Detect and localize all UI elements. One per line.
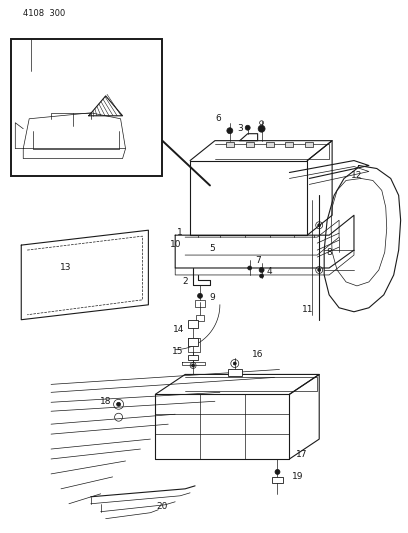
Text: 13: 13	[60, 263, 72, 272]
Circle shape	[233, 362, 236, 365]
Circle shape	[259, 274, 264, 278]
Bar	[195, 300, 205, 307]
Bar	[266, 142, 273, 147]
Text: 4108  300: 4108 300	[23, 9, 66, 18]
Text: 3: 3	[237, 124, 243, 133]
Text: 18: 18	[100, 397, 111, 406]
Text: 3: 3	[71, 99, 77, 108]
Circle shape	[227, 128, 233, 134]
Text: 10: 10	[171, 240, 182, 248]
Text: 7: 7	[255, 255, 260, 264]
Text: 6: 6	[36, 124, 42, 133]
Text: 15: 15	[173, 347, 184, 356]
Text: 12: 12	[351, 171, 363, 180]
Text: 14: 14	[173, 325, 184, 334]
Text: 2: 2	[182, 277, 188, 286]
Text: 16: 16	[252, 350, 264, 359]
Circle shape	[71, 118, 75, 123]
Text: 1: 1	[177, 228, 183, 237]
Text: 20: 20	[157, 502, 168, 511]
Text: 8: 8	[326, 247, 332, 256]
Bar	[228, 369, 242, 376]
Bar	[196, 315, 204, 321]
Bar	[226, 142, 234, 147]
Bar	[188, 337, 198, 345]
Circle shape	[248, 266, 252, 270]
Circle shape	[197, 293, 202, 298]
Text: 4: 4	[267, 268, 273, 277]
Circle shape	[259, 268, 264, 272]
Circle shape	[245, 125, 250, 130]
Bar	[11, 39, 162, 176]
Circle shape	[192, 364, 195, 367]
Bar	[272, 477, 284, 483]
Bar	[305, 142, 313, 147]
Circle shape	[318, 269, 321, 271]
Bar	[188, 320, 198, 328]
Circle shape	[318, 224, 321, 227]
Bar	[188, 354, 198, 360]
Text: 5: 5	[209, 244, 215, 253]
Circle shape	[275, 470, 280, 474]
Bar	[246, 142, 254, 147]
Bar	[286, 142, 293, 147]
Text: 10: 10	[103, 99, 114, 108]
Text: 11: 11	[302, 305, 313, 314]
Text: 9: 9	[209, 293, 215, 302]
Text: 6: 6	[215, 114, 221, 123]
Circle shape	[258, 125, 265, 132]
Text: 19: 19	[292, 472, 303, 481]
Circle shape	[117, 402, 121, 406]
Text: 17: 17	[295, 449, 307, 458]
